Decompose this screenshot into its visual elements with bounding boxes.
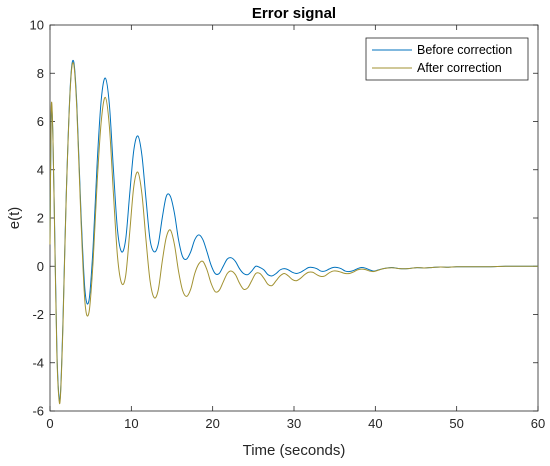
y-tick-label: 6: [37, 114, 44, 129]
legend-label-before-correction: Before correction: [417, 43, 512, 57]
x-tick-label: 60: [531, 416, 545, 431]
legend-label-after-correction: After correction: [417, 61, 502, 75]
series-line-after-correction: [49, 62, 538, 405]
y-tick-label: -4: [32, 355, 44, 370]
x-tick-label: 0: [46, 416, 53, 431]
legend: Before correction After correction: [365, 37, 529, 81]
x-axis-label: Time (seconds): [243, 442, 346, 459]
chart-title: Error signal: [252, 5, 336, 22]
legend-box: [365, 37, 529, 81]
x-tick-label: 10: [124, 416, 138, 431]
series-lines: [49, 59, 538, 405]
y-tick-label: -2: [32, 307, 44, 322]
y-tick-label: 2: [37, 211, 44, 226]
plot-area: [49, 24, 539, 412]
y-axis-label: e(t): [6, 207, 23, 230]
y-tick-label: 10: [30, 18, 44, 33]
x-tick-label: 20: [205, 416, 219, 431]
series-line-before-correction: [49, 59, 538, 403]
y-tick-label: -6: [32, 404, 44, 419]
y-tick-label: 4: [37, 162, 44, 177]
y-tick-label: 8: [37, 66, 44, 81]
x-tick-label: 30: [287, 416, 301, 431]
y-tick-label: 0: [37, 259, 44, 274]
x-axis-ticks: 0 10 20 30 40 50 60: [46, 25, 545, 431]
x-tick-label: 40: [368, 416, 382, 431]
x-tick-label: 50: [449, 416, 463, 431]
